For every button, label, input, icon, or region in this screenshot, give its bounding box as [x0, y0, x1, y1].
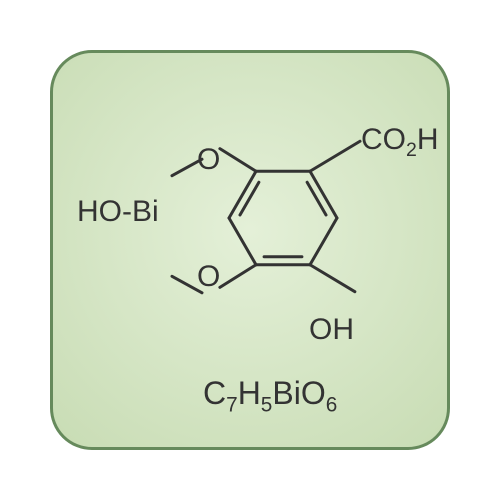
chemical-structure-card: CO2H HO-Bi OH O O C7H5BiO6 [50, 50, 450, 450]
co2h-label: CO2H [361, 123, 439, 157]
o-bot-label: O [197, 260, 220, 294]
molecular-formula-label: C7H5BiO6 [203, 375, 337, 412]
o-top-label: O [197, 143, 220, 177]
ho-bi-label: HO-Bi [77, 195, 159, 229]
oh-ring-label: OH [309, 313, 354, 347]
